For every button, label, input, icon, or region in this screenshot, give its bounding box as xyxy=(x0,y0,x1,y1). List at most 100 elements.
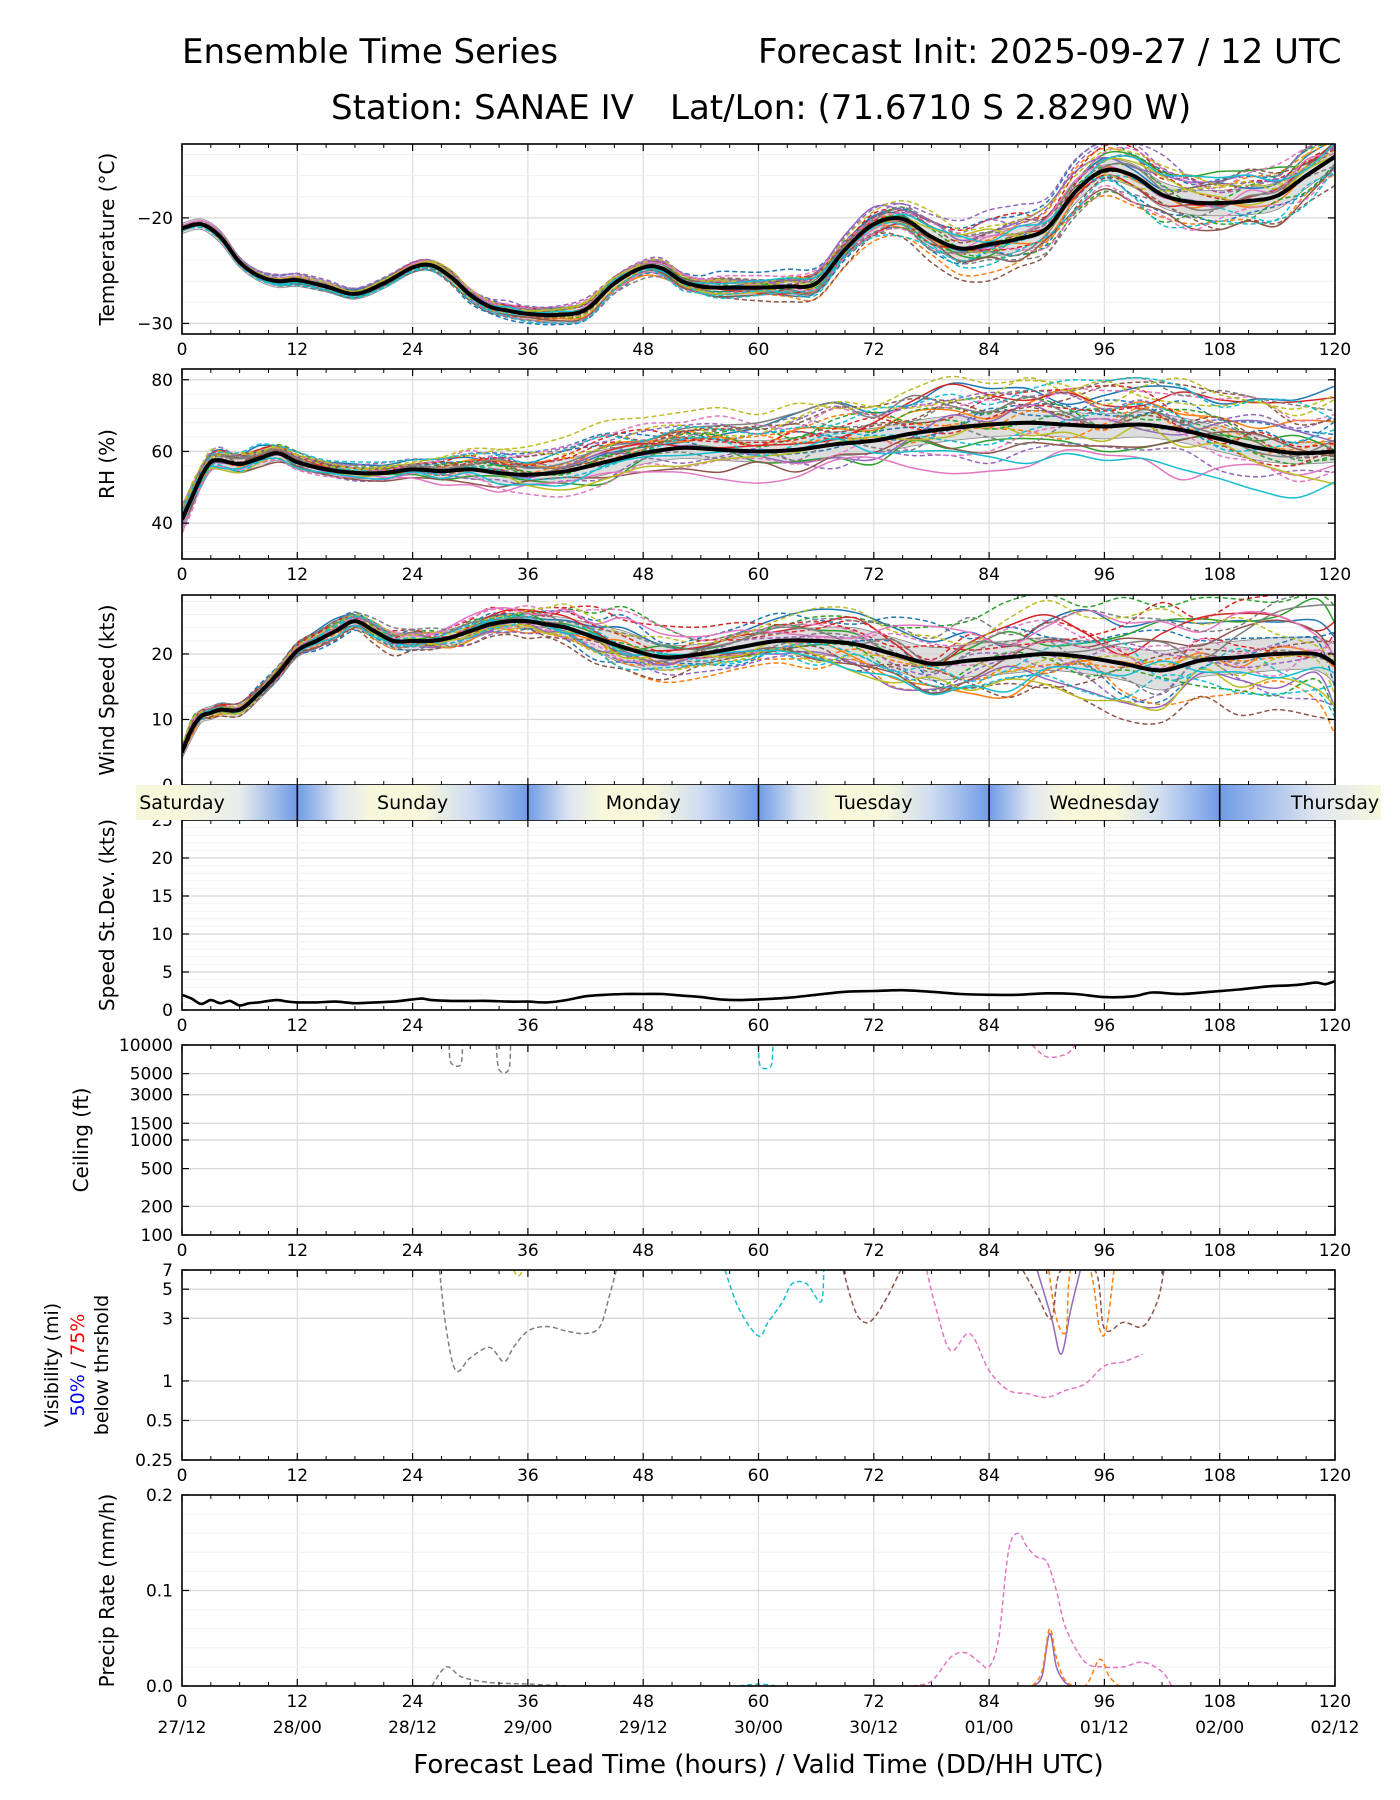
day-label-sunday: Sunday xyxy=(377,792,448,814)
ensemble-member-line xyxy=(182,144,1316,310)
x-tick-label: 72 xyxy=(863,340,885,360)
y-tick-label: −30 xyxy=(137,314,173,334)
pct-75: 75% xyxy=(67,1314,89,1356)
ensemble-member-line xyxy=(182,166,1335,322)
series-visibility xyxy=(438,1270,1165,1399)
x-tick-label: 48 xyxy=(632,1016,654,1036)
valid-time-label: 02/12 xyxy=(1311,1718,1360,1738)
valid-time-label: 29/00 xyxy=(503,1718,552,1738)
valid-time-label: 01/12 xyxy=(1080,1718,1129,1738)
y-tick-label: −20 xyxy=(137,209,173,229)
x-tick-label: 96 xyxy=(1094,1241,1116,1261)
y-axis-label: Ceiling (ft) xyxy=(69,1088,93,1193)
y-tick-label: 200 xyxy=(141,1197,173,1217)
axes-precip: 0 12 24 36 48 60 72 84 96 108 120 0.0 0.1 0.2 Precip R… xyxy=(95,1486,1351,1712)
valid-time-label: 29/12 xyxy=(619,1718,668,1738)
series-stdev xyxy=(182,979,1335,1007)
y-axis-label: RH (%) xyxy=(95,429,119,499)
ensemble-member-line xyxy=(182,403,1335,525)
valid-time-label: 28/00 xyxy=(273,1718,322,1738)
member-line-member-9 xyxy=(512,1270,524,1277)
ensemble-member-line xyxy=(182,152,1335,315)
x-tick-label: 48 xyxy=(632,1241,654,1261)
x-tick-label: 12 xyxy=(286,1692,308,1712)
axes-visibility: 0 12 24 36 48 60 72 84 96 108 120 0.25 0.5 1 3 57 Visibi… xyxy=(41,1261,1351,1486)
x-tick-label: 120 xyxy=(1319,340,1351,360)
x-tick-label: 84 xyxy=(978,340,1000,360)
valid-time-label: 01/00 xyxy=(965,1718,1014,1738)
y-tick-label: 100 xyxy=(141,1226,173,1246)
y-tick-label: 10 xyxy=(151,925,173,945)
x-tick-label: 12 xyxy=(286,1016,308,1036)
ensemble-member-line xyxy=(182,599,1335,749)
day-segment xyxy=(297,785,528,820)
x-tick-label: 72 xyxy=(863,1016,885,1036)
x-tick-label: 24 xyxy=(402,1241,424,1261)
member-line-member-8 xyxy=(431,1666,567,1686)
x-tick-label: 108 xyxy=(1203,1016,1235,1036)
x-tick-label: 48 xyxy=(632,340,654,360)
day-label-monday: Monday xyxy=(606,792,681,814)
valid-time-label: 28/12 xyxy=(388,1718,437,1738)
x-tick-label: 120 xyxy=(1319,565,1351,585)
y-tick-label: 40 xyxy=(151,514,173,534)
x-tick-label: 12 xyxy=(286,1466,308,1486)
day-segment xyxy=(989,785,1220,820)
x-tick-label: 48 xyxy=(632,565,654,585)
y-tick-label: 10 xyxy=(151,710,173,730)
ensemble-member-line xyxy=(182,173,1335,321)
x-tick-label: 60 xyxy=(748,1466,770,1486)
y-axis-label: Precip Rate (mm/h) xyxy=(95,1494,119,1688)
x-axis-title: Forecast Lead Time (hours) / Valid Time … xyxy=(413,1750,1103,1780)
gridlines-visibility xyxy=(182,1269,1335,1461)
day-segment xyxy=(527,785,759,820)
x-tick-label: 120 xyxy=(1319,1466,1351,1486)
x-tick-label: 120 xyxy=(1319,1241,1351,1261)
y-tick-label: 15 xyxy=(151,887,173,907)
day-label-tuesday: Tuesday xyxy=(834,792,912,814)
pct-50: 50% xyxy=(67,1374,89,1416)
y-tick-label: 5 xyxy=(162,963,173,983)
valid-time-label: 27/12 xyxy=(158,1718,207,1738)
y-tick-label: 80 xyxy=(151,371,173,391)
x-tick-label: 72 xyxy=(863,1466,885,1486)
day-label-saturday: Saturday xyxy=(139,792,225,814)
y-tick-label: 10000 xyxy=(119,1036,173,1056)
y-axis-label: Speed St.Dev. (kts) xyxy=(95,819,119,1011)
title-left: Ensemble Time Series xyxy=(182,32,559,72)
x-tick-label: 108 xyxy=(1203,340,1235,360)
x-tick-label: 36 xyxy=(517,565,539,585)
series-ceiling xyxy=(448,1045,1077,1074)
x-tick-label: 36 xyxy=(517,1016,539,1036)
title-right: Forecast Init: 2025-09-27 / 12 UTC xyxy=(758,32,1342,72)
member-line-member-5 xyxy=(1031,1632,1072,1686)
y-tick-label: 1000 xyxy=(130,1131,173,1151)
x-tick-label: 72 xyxy=(863,565,885,585)
series-temperature xyxy=(182,144,1335,326)
member-line-member-10 xyxy=(724,1270,825,1337)
x-tick-label: 12 xyxy=(286,340,308,360)
x-tick-label: 0 xyxy=(177,1692,188,1712)
series-precip xyxy=(431,1532,1173,1686)
x-tick-label: 96 xyxy=(1094,565,1116,585)
x-tick-label: 36 xyxy=(517,1241,539,1261)
x-tick-label: 12 xyxy=(286,565,308,585)
ensemble-member-line xyxy=(182,377,1335,513)
x-tick-label: 84 xyxy=(978,1692,1000,1712)
y-tick-label: 20 xyxy=(151,645,173,665)
gridlines-ceiling xyxy=(182,1044,1335,1236)
x-tick-label: 24 xyxy=(402,1466,424,1486)
y-tick-label: 5000 xyxy=(130,1065,173,1085)
axes-rh: 0 12 24 36 48 60 72 84 96 108 120 40 60 80 RH (%) xyxy=(95,368,1351,585)
y-axis-label: Wind Speed (kts) xyxy=(95,604,119,775)
member-line-member-6b xyxy=(1022,1270,1165,1333)
ensemble-mean-line xyxy=(182,420,1335,521)
y-axis-label-threshold: below thrshold xyxy=(91,1295,113,1435)
x-tick-label: 36 xyxy=(517,340,539,360)
x-tick-label: 60 xyxy=(748,1692,770,1712)
day-segment xyxy=(182,785,298,820)
valid-time-label: 30/00 xyxy=(734,1718,783,1738)
x-tick-label: 60 xyxy=(748,340,770,360)
x-tick-label: 96 xyxy=(1094,340,1116,360)
ensemble-member-line xyxy=(182,417,1335,534)
